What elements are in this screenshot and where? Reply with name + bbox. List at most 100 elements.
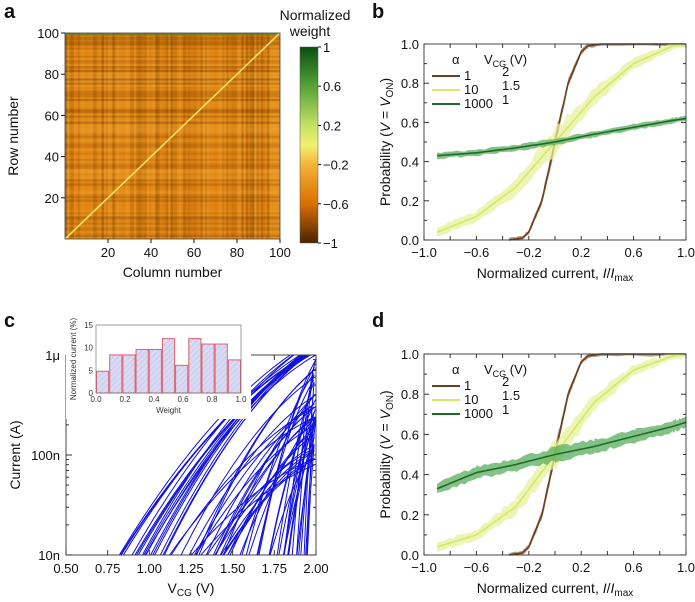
heatmap-row-stripe — [65, 119, 280, 122]
heatmap-row-stripe — [65, 65, 280, 69]
legend-vcg-value: 1.5 — [502, 388, 520, 403]
heatmap-row-stripe — [65, 52, 280, 54]
iv-curve — [180, 376, 315, 555]
y-tick-label: 60 — [45, 108, 59, 123]
colorbar-tick-label: 1 — [323, 40, 330, 55]
heatmap-row-stripe — [65, 117, 280, 120]
legend-alpha-header: α — [452, 362, 460, 377]
heatmap-row-stripe — [65, 146, 280, 149]
heatmap-column-stripe — [172, 33, 175, 239]
heatmap-column-stripe — [65, 33, 68, 239]
legend-vcg-header: VCG (V) — [484, 362, 527, 379]
heatmap-column-stripe — [234, 33, 238, 239]
heatmap-column-stripe — [157, 33, 160, 239]
panel-label-c: c — [4, 310, 15, 332]
y-tick-label: 10n — [38, 548, 60, 563]
colorbar-title: weight — [289, 23, 331, 39]
heatmap-column-stripe — [183, 33, 186, 239]
x-tick-label: 0.6 — [625, 245, 643, 260]
heatmap-column-stripe — [275, 33, 279, 239]
heatmap-row-stripe — [65, 70, 280, 73]
legend-vcg-value: 1.5 — [502, 78, 520, 93]
heatmap-column-stripe — [178, 33, 182, 239]
series-error-band-alpha-1000 — [437, 115, 686, 160]
x-tick-label: 100 — [269, 245, 291, 260]
colorbar-tick-label: 0.6 — [323, 79, 341, 94]
text-part: (V) — [506, 362, 527, 377]
inset-frame — [95, 324, 242, 394]
iv-curve — [141, 355, 295, 555]
heatmap-column-stripe — [69, 33, 72, 239]
heatmap-row-stripe — [65, 236, 280, 240]
text-part: Probability ( — [377, 132, 393, 206]
heatmap-column-stripe — [127, 33, 130, 239]
heatmap-column-stripe — [198, 33, 201, 239]
y-tick-label: 80 — [45, 67, 59, 82]
heatmap-column-stripe — [237, 33, 240, 239]
inset-x-tick-label: 0.6 — [177, 395, 189, 404]
panel-b-probability: −1.0 −0.6 −0.2 0.2 0.6 1.0 0.0 0.2 0.4 0.6 0.8 1.0 N… — [377, 37, 695, 284]
heatmap-row-stripe — [65, 41, 280, 44]
colorbar-tick-label: 0.2 — [323, 118, 341, 133]
iv-curve — [154, 355, 305, 555]
inset-y-tick-label: 15 — [84, 321, 93, 330]
heatmap-column-stripe — [206, 33, 210, 239]
heatmap-column-stripe — [155, 33, 158, 239]
heatmap-row-stripe — [65, 92, 280, 96]
x-tick-label: 1.0 — [677, 560, 695, 575]
heatmap-row-stripe — [65, 78, 280, 81]
heatmap-row-stripe — [65, 115, 280, 118]
inset-x-tick-label: 0.8 — [206, 395, 218, 404]
x-axis-label: Normalized current, I/Imax — [477, 580, 634, 599]
panel-label-b: b — [372, 1, 384, 23]
heatmap-column-stripe — [189, 33, 193, 239]
text-part: ) — [377, 390, 393, 395]
heatmap-row-stripe — [65, 84, 280, 87]
histogram-bar — [122, 354, 136, 394]
inset-histogram: 0.0 0.2 0.4 0.6 0.8 1.0 0 5 10 15 Weight Normalized… — [66, 318, 251, 419]
heatmap-column-stripe — [209, 33, 212, 239]
x-tick-label: 40 — [144, 245, 158, 260]
heatmap-column-stripe — [80, 33, 83, 239]
heatmap-column-stripe — [146, 33, 150, 239]
heatmap-row-stripe — [65, 68, 280, 70]
heatmap-row-stripe — [65, 39, 280, 42]
iv-curve — [215, 416, 316, 555]
y-tick-label: 0.2 — [401, 194, 419, 209]
heatmap-column-stripe — [67, 33, 70, 239]
heatmap-column-stripe — [110, 33, 113, 239]
heatmap-row-stripe — [65, 57, 280, 61]
heatmap-row-stripe — [65, 222, 280, 225]
inset-x-tick-label: 1.0 — [235, 395, 247, 404]
heatmap-row-stripe — [65, 59, 280, 63]
heatmap-column-stripe — [230, 33, 233, 239]
heatmap-column-stripe — [224, 33, 227, 239]
text-part: Probability ( — [377, 444, 393, 518]
heatmap-row-stripe — [65, 121, 280, 124]
iv-curve — [163, 355, 308, 555]
heatmap-column-stripe — [90, 33, 94, 239]
heatmap-column-stripe — [241, 33, 244, 239]
x-tick-label: −0.2 — [516, 245, 542, 260]
inset-y-axis-label: Normalized current (%) — [69, 318, 78, 401]
heatmap-row-stripe — [65, 74, 280, 77]
text-part: max — [614, 588, 633, 599]
heatmap-row-stripe — [65, 226, 280, 229]
heatmap-column-stripe — [99, 33, 102, 239]
heatmap-row-stripe — [65, 164, 280, 168]
heatmap-column-stripe — [82, 33, 85, 239]
heatmap-column-stripe — [226, 33, 229, 239]
heatmap-column-stripe — [211, 33, 214, 239]
heatmap-column-stripe — [243, 33, 246, 239]
heatmap-row-stripe — [65, 111, 280, 114]
heatmap-row-stripe — [65, 171, 280, 174]
heatmap-column-stripe — [269, 33, 272, 239]
heatmap-column-stripe — [200, 33, 203, 239]
heatmap-row-stripe — [65, 45, 280, 48]
heatmap-row-stripe — [65, 140, 280, 143]
text-part: V — [484, 362, 493, 377]
y-tick-label: 0.8 — [401, 387, 419, 402]
x-axis-label: Column number — [123, 264, 223, 280]
legend-alpha-value: 1000 — [464, 96, 493, 111]
heatmap-row-stripe — [65, 168, 280, 172]
